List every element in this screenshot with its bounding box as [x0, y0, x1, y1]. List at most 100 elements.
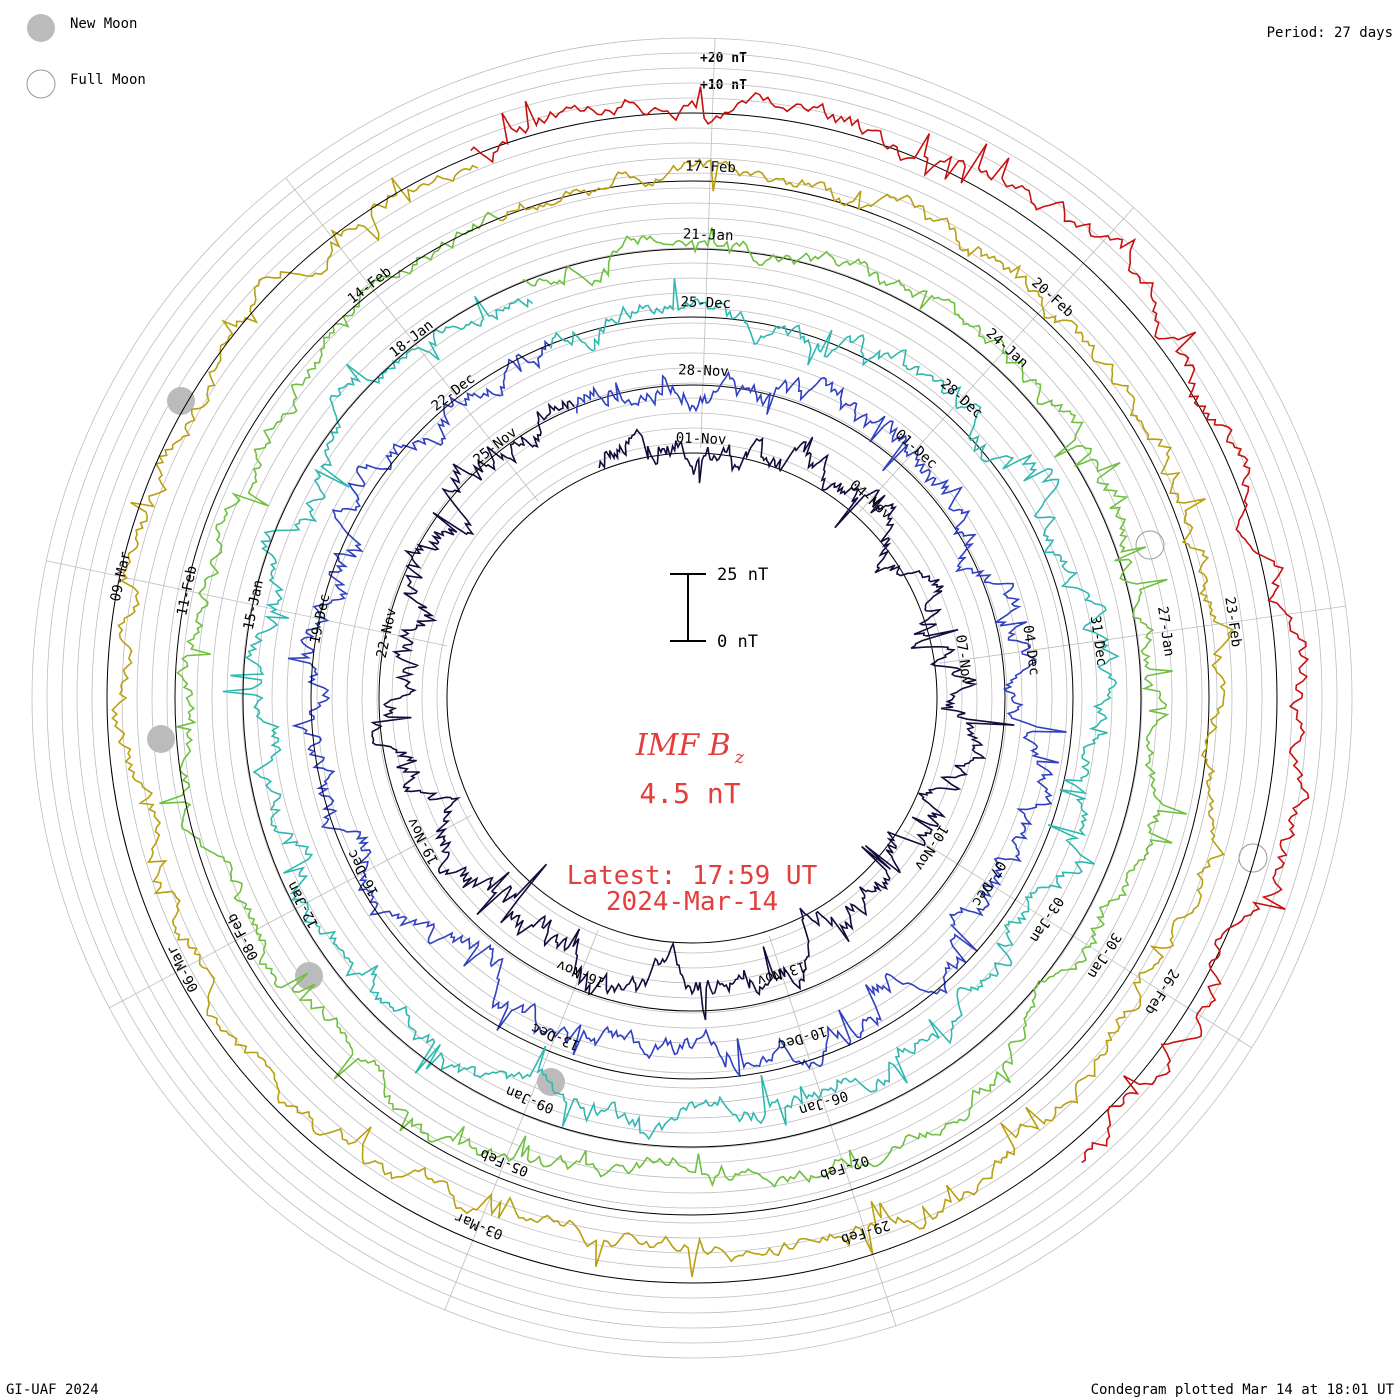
zero-baseline: [310, 316, 1074, 1080]
ring-scale-label-10: +10 nT: [700, 78, 747, 93]
date-label: 25-Dec: [680, 294, 731, 312]
grid-ring: [31, 37, 1353, 1359]
date-label: 30-Jan: [1084, 930, 1124, 981]
legend-full-moon-label: Full Moon: [70, 72, 146, 88]
grid-ring: [301, 307, 1083, 1089]
grid-ring: [241, 247, 1143, 1149]
zero-baseline: [174, 180, 1210, 1216]
date-label: 14-Feb: [345, 264, 395, 308]
date-label: 17-Feb: [685, 158, 736, 176]
date-label: 22-Dec: [429, 371, 479, 415]
current-value: 4.5 nT: [639, 777, 740, 810]
date-label: 15-Jan: [241, 578, 267, 631]
date-label: 10-Dec: [776, 1022, 829, 1053]
date-label: 23-Feb: [1221, 596, 1244, 648]
date-label: 04-Dec: [1019, 624, 1042, 676]
grid-ring: [106, 112, 1278, 1284]
grid-ring: [376, 382, 1008, 1014]
grid-ring: [361, 367, 1023, 1029]
trace-5: [111, 157, 1235, 1278]
grid-ring: [166, 172, 1218, 1224]
date-label: 25-Nov: [470, 424, 520, 468]
grid-ring: [256, 262, 1128, 1134]
spoke-line: [903, 830, 1252, 1049]
date-label: 02-Feb: [818, 1152, 871, 1183]
grid-ring: [331, 337, 1053, 1059]
trace-4: [159, 211, 1187, 1188]
data-traces: [106, 86, 1310, 1284]
grid-ring: [226, 232, 1158, 1164]
scale-bar-top-label: 25 nT: [717, 565, 768, 585]
footer-plotted: Condegram plotted Mar 14 at 18:01 UT: [1091, 1382, 1395, 1398]
grid-ring: [421, 427, 963, 969]
zero-baseline: [106, 112, 1278, 1284]
spoke-line: [444, 929, 599, 1311]
grid-ring: [121, 127, 1263, 1269]
grid-ring: [346, 352, 1038, 1044]
trace-6: [470, 86, 1310, 1164]
grid-ring: [391, 397, 993, 999]
new-moon-marker: [147, 725, 175, 753]
date-label: 26-Feb: [1141, 966, 1181, 1017]
spoke-line: [285, 177, 539, 502]
date-label: 01-Nov: [675, 430, 726, 448]
date-label: 16-Dec: [344, 847, 382, 899]
grid-ring: [151, 157, 1233, 1239]
date-label: 28-Nov: [678, 362, 729, 380]
latest-time: Latest: 17:59 UT: [567, 861, 818, 891]
date-label: 08-Feb: [224, 911, 262, 963]
grid-ring: [316, 322, 1068, 1074]
grid-ring: [136, 142, 1248, 1254]
legend-new-moon-label: New Moon: [70, 16, 137, 32]
scale-bar-bottom-label: 0 nT: [717, 632, 758, 652]
date-label: 06-Jan: [797, 1087, 850, 1118]
zero-baseline: [378, 384, 1006, 1012]
grid-ring: [76, 82, 1308, 1314]
date-label: 13-Dec: [529, 1019, 582, 1053]
latest-date: 2024-Mar-14: [606, 887, 778, 917]
date-label: 27-Jan: [1154, 605, 1177, 657]
date-label: 11-Feb: [174, 564, 200, 617]
zero-baseline: [446, 452, 938, 944]
zero-baseline: [242, 248, 1142, 1148]
trace-3: [222, 278, 1120, 1141]
spoke-line: [939, 605, 1346, 664]
new-moon-marker: [295, 962, 323, 990]
period-label: Period: 27 days: [1267, 25, 1393, 41]
grid-ring: [46, 52, 1338, 1344]
date-label: 20-Feb: [1028, 275, 1076, 321]
footer-credit: GI-UAF 2024: [6, 1382, 99, 1398]
grid-ring: [211, 217, 1173, 1179]
spoke-line: [109, 815, 472, 1009]
date-label: 24-Jan: [983, 325, 1031, 371]
date-label: 09-Mar: [108, 550, 134, 603]
date-label: 28-Dec: [937, 376, 985, 422]
spoke-line: [858, 207, 1134, 513]
spoke-line: [46, 560, 448, 647]
new-moon-icon: [27, 14, 55, 42]
scale-bar: 25 nT 0 nT: [670, 565, 768, 652]
trace-1: [370, 399, 1015, 1021]
date-label: 21-Jan: [683, 226, 734, 244]
spoke-lines: [46, 38, 1346, 1326]
grid-ring: [61, 67, 1323, 1329]
date-label: 07-Nov: [952, 634, 975, 686]
date-label: 29-Feb: [839, 1216, 892, 1247]
full-moon-icon: [26, 69, 56, 99]
date-label: 03-Mar: [452, 1209, 505, 1243]
full-moon-marker: [1135, 530, 1165, 560]
date-label: 03-Jan: [1026, 894, 1066, 945]
grid-ring: [196, 202, 1188, 1194]
spoke-line: [768, 935, 897, 1326]
grid-ring: [406, 412, 978, 984]
full-moon-marker: [1238, 843, 1268, 873]
grid-ring: [436, 442, 948, 954]
grid-ring: [271, 277, 1113, 1119]
ring-grid: [31, 37, 1353, 1359]
trace-2: [287, 339, 1067, 1078]
date-label: 19-Dec: [307, 593, 333, 646]
legend: New Moon Full Moon: [26, 14, 146, 99]
date-label: 31-Dec: [1087, 615, 1110, 667]
